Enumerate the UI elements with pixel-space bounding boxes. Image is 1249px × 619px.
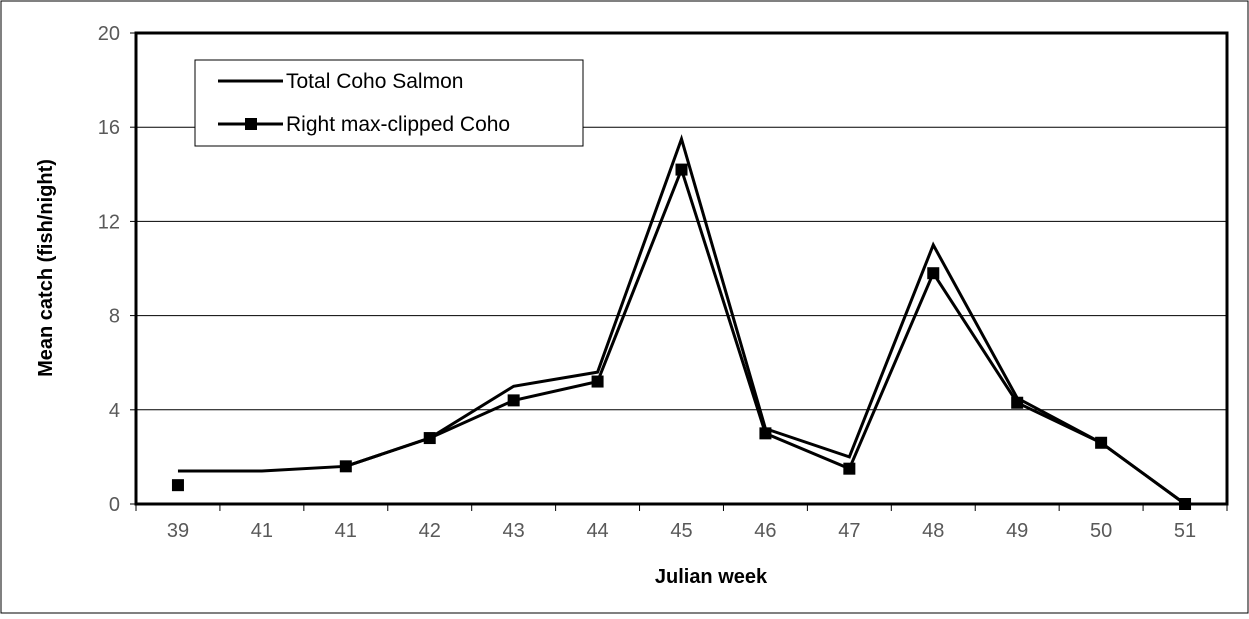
x-tick-label: 50	[1090, 520, 1112, 542]
data-point-right-max-clipped-coho	[1179, 498, 1192, 510]
x-axis-tick-labels: 39 41 41 42 43 44 45 46 47 48 49 50 51	[167, 520, 1196, 542]
legend-label-clipped-coho: Right max-clipped Coho	[286, 113, 510, 136]
gridlines	[136, 126, 1227, 411]
x-tick-label: 45	[670, 520, 692, 542]
data-point-right-max-clipped-coho	[1095, 436, 1108, 449]
x-tick-label: 42	[419, 520, 441, 542]
x-tick-label: 39	[167, 520, 189, 542]
data-point-right-max-clipped-coho	[591, 375, 604, 388]
x-tick-label: 51	[1174, 520, 1196, 542]
x-tick-label: 49	[1006, 520, 1028, 542]
x-tick-label: 46	[754, 520, 776, 542]
x-tick-label: 47	[838, 520, 860, 542]
y-tick-label: 8	[109, 306, 120, 328]
data-point-right-max-clipped-coho	[759, 427, 772, 440]
series-layer	[171, 134, 1192, 510]
data-point-right-max-clipped-coho	[675, 163, 688, 176]
data-point-right-max-clipped-coho	[507, 394, 520, 407]
data-point-right-max-clipped-coho	[927, 267, 940, 280]
data-point-right-max-clipped-coho	[339, 460, 352, 473]
axis-ticks	[130, 32, 1228, 511]
y-tick-label: 20	[98, 23, 120, 45]
data-point-right-max-clipped-coho	[843, 462, 856, 475]
y-tick-label: 4	[109, 400, 120, 422]
legend-marker-clipped-coho	[245, 118, 257, 130]
y-axis-label: Mean catch (fish/night)	[35, 159, 57, 377]
legend-box	[194, 59, 584, 147]
y-tick-label: 12	[98, 211, 120, 233]
x-tick-label: 48	[922, 520, 944, 542]
data-point-right-max-clipped-coho	[171, 479, 184, 492]
plot-area-border	[134, 31, 1229, 506]
data-point-right-max-clipped-coho	[423, 432, 436, 445]
legend: Total Coho Salmon Right max-clipped Coho	[194, 59, 584, 147]
data-point-right-max-clipped-coho	[1011, 396, 1024, 409]
x-tick-label: 44	[586, 520, 608, 542]
x-tick-label: 41	[335, 520, 357, 542]
y-axis-tick-labels: 0 4 8 12 16 20	[98, 23, 120, 516]
x-axis-label: Julian week	[655, 566, 768, 588]
x-tick-label: 43	[503, 520, 525, 542]
legend-label-total-coho: Total Coho Salmon	[286, 70, 463, 93]
x-tick-label: 41	[251, 520, 273, 542]
y-tick-label: 0	[109, 494, 120, 516]
y-tick-label: 16	[98, 117, 120, 139]
